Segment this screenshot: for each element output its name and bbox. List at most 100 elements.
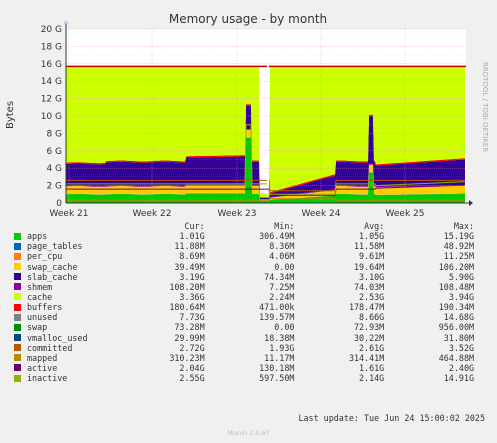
legend-item-inactive: inactive 2.55G 597.50M 2.14G 14.91G	[14, 373, 474, 383]
legend-avg: 2.61G	[359, 342, 385, 353]
legend-min: 130.18M	[259, 362, 295, 373]
legend-max: 190.34M	[438, 302, 475, 313]
legend-max: 3.94G	[448, 291, 475, 302]
legend-series-name: vmalloc_used	[27, 332, 88, 343]
legend-max: 11.25M	[443, 251, 475, 262]
legend-avg: 314.41M	[348, 352, 385, 363]
legend-cur: 73.28M	[174, 322, 205, 333]
legend-min: 74.34M	[264, 271, 295, 282]
legend-series-name: shmem	[27, 281, 53, 292]
legend-min: 471.00k	[259, 302, 295, 313]
legend-swatch	[14, 252, 21, 260]
legend-item-slab-cache: slab_cache 3.19G 74.34M 3.10G 5.90G	[14, 272, 474, 282]
legend-series-name: swap	[27, 322, 48, 333]
legend-header-avg: Avg:	[364, 221, 385, 231]
legend-header-cur: Cur:	[184, 221, 205, 231]
chart-title: Memory usage - by month	[169, 12, 327, 26]
legend-swatch	[14, 242, 21, 250]
legend-avg: 9.61M	[359, 251, 385, 262]
legend-swatch	[14, 344, 21, 352]
y-tick-label: 6 G	[46, 147, 62, 157]
legend-item-vmalloc-used: vmalloc_used 29.99M 18.38M 30.22M 31.80M	[14, 333, 474, 343]
legend-min: 0.00	[274, 261, 295, 272]
legend-min: 7.25M	[269, 281, 295, 292]
legend-cur: 3.19G	[179, 271, 205, 282]
legend-item-shmem: shmem 108.20M 7.25M 74.03M 108.48M	[14, 282, 474, 292]
legend-series-name: buffers	[27, 302, 63, 313]
y-tick-label: 4 G	[46, 164, 62, 174]
last-update: Last update: Tue Jun 24 15:00:02 2025	[298, 413, 485, 423]
legend-cur: 2.72G	[179, 342, 205, 353]
legend-max: 464.88M	[438, 352, 475, 363]
y-axis-arrow	[63, 20, 69, 24]
legend-item-per-cpu: per_cpu 8.69M 4.06M 9.61M 11.25M	[14, 251, 474, 261]
line-inactive	[66, 124, 466, 195]
legend-swatch	[14, 364, 21, 372]
legend-min: 139.57M	[259, 312, 295, 323]
legend-swatch	[14, 334, 21, 342]
legend-header-max: Max:	[453, 221, 475, 231]
legend-min: 8.36M	[269, 241, 295, 252]
y-tick-label: 14 G	[41, 77, 62, 87]
legend-avg: 8.66G	[359, 312, 385, 323]
y-tick-label: 0	[56, 199, 62, 209]
legend-series-name: per_cpu	[27, 251, 63, 262]
y-axis-label: Bytes	[5, 101, 16, 129]
legend-swatch	[14, 313, 21, 321]
legend-cur: 8.69M	[179, 251, 205, 262]
legend-max: 15.19G	[443, 231, 475, 242]
x-tick-label: Week 23	[218, 209, 257, 219]
legend-cur: 3.36G	[179, 291, 205, 302]
legend-max: 106.20M	[438, 261, 475, 272]
legend-series-name: inactive	[27, 373, 68, 384]
legend-cur: 2.55G	[179, 373, 205, 384]
legend-swatch	[14, 273, 21, 281]
legend-item-buffers: buffers 180.64M 471.00k 178.47M 190.34M	[14, 302, 474, 312]
y-tick-label: 12 G	[41, 95, 62, 105]
legend-max: 5.90G	[448, 271, 475, 282]
x-tick-label: Week 22	[133, 209, 172, 219]
x-axis-arrow	[469, 200, 473, 206]
legend-avg: 2.53G	[359, 291, 385, 302]
x-tick-label: Week 24	[302, 209, 341, 219]
legend-avg: 74.03M	[353, 281, 385, 292]
legend-avg: 178.47M	[348, 302, 385, 313]
y-tick-label: 18 G	[41, 42, 62, 52]
legend-avg: 72.93M	[353, 322, 385, 333]
legend-header: Cur: Min: Avg: Max:	[14, 221, 474, 231]
y-tick-label: 16 G	[41, 60, 62, 70]
y-tick-label: 10 G	[41, 112, 62, 122]
area-apps	[66, 137, 465, 203]
area-slab-cache	[66, 129, 465, 201]
legend-item-active: active 2.04G 130.18M 1.61G 2.40G	[14, 363, 474, 373]
legend-avg: 2.14G	[359, 373, 385, 384]
y-tick-label: 20 G	[41, 25, 62, 35]
y-tick-label: 2 G	[46, 182, 62, 192]
legend-min: 4.06M	[269, 251, 295, 262]
legend-min: 18.38M	[264, 332, 295, 343]
legend-min: 1.93G	[269, 342, 295, 353]
legend-min: 0.00	[274, 322, 295, 333]
legend-min: 11.17M	[264, 352, 295, 363]
legend-max: 14.68G	[443, 312, 475, 323]
legend-avg: 30.22M	[353, 332, 385, 343]
legend-min: 306.49M	[259, 231, 295, 242]
legend-series-name: swap_cache	[27, 261, 78, 272]
legend-max: 956.00M	[438, 322, 475, 333]
legend-cur: 11.88M	[174, 241, 205, 252]
legend-series-name: unused	[27, 312, 58, 323]
legend-item-swap-cache: swap_cache 39.49M 0.00 19.64M 106.20M	[14, 262, 474, 272]
legend-cur: 180.64M	[169, 302, 205, 313]
legend-series-name: committed	[27, 342, 73, 353]
y-tick-label: 8 G	[46, 129, 62, 139]
area-unused	[66, 66, 465, 198]
legend-cur: 108.20M	[169, 281, 205, 292]
legend-header-min: Min:	[274, 221, 295, 231]
legend-item-committed: committed 2.72G 1.93G 2.61G 3.52G	[14, 343, 474, 353]
legend-item-apps: apps 1.01G 306.49M 1.05G 15.19G	[14, 231, 474, 241]
line-committed	[66, 179, 465, 192]
rrdtool-credit: RRDTOOL / TOBI OETIKER	[481, 62, 489, 152]
legend-avg: 1.05G	[359, 231, 385, 242]
legend-cur: 7.73G	[179, 312, 205, 323]
legend-item-page-tables: page_tables 11.88M 8.36M 11.58M 48.92M	[14, 241, 474, 251]
